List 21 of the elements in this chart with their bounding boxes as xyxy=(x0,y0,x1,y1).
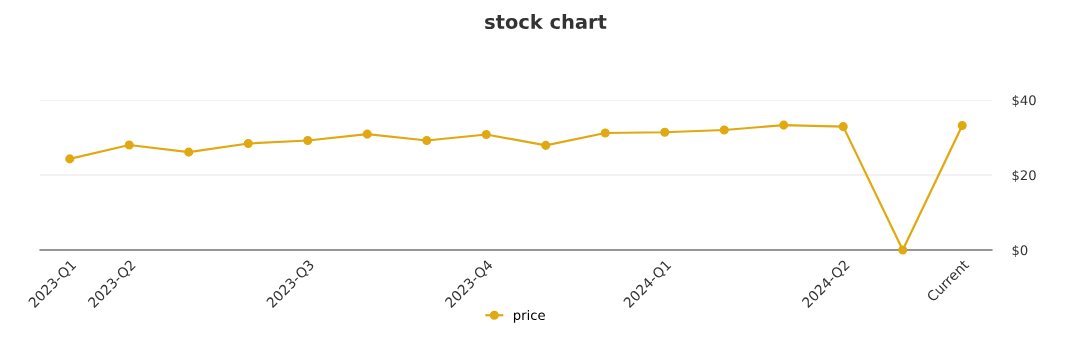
point xyxy=(541,140,551,150)
point xyxy=(838,122,848,132)
point xyxy=(957,120,967,131)
y-tick-label: $40 xyxy=(1012,94,1036,107)
chart-title: stock chart xyxy=(485,14,607,30)
point xyxy=(660,127,670,137)
legend-label: price xyxy=(513,309,545,323)
point xyxy=(600,128,610,138)
point xyxy=(124,140,134,150)
point xyxy=(65,154,75,164)
point xyxy=(362,129,372,139)
point xyxy=(481,129,491,140)
point xyxy=(898,245,908,255)
y-tick-label: $0 xyxy=(1012,244,1028,257)
point xyxy=(779,120,789,130)
point xyxy=(184,147,194,157)
point xyxy=(422,135,432,146)
y-tick-label: $20 xyxy=(1012,169,1036,182)
point xyxy=(243,138,253,149)
point xyxy=(303,135,313,146)
point xyxy=(719,125,729,135)
